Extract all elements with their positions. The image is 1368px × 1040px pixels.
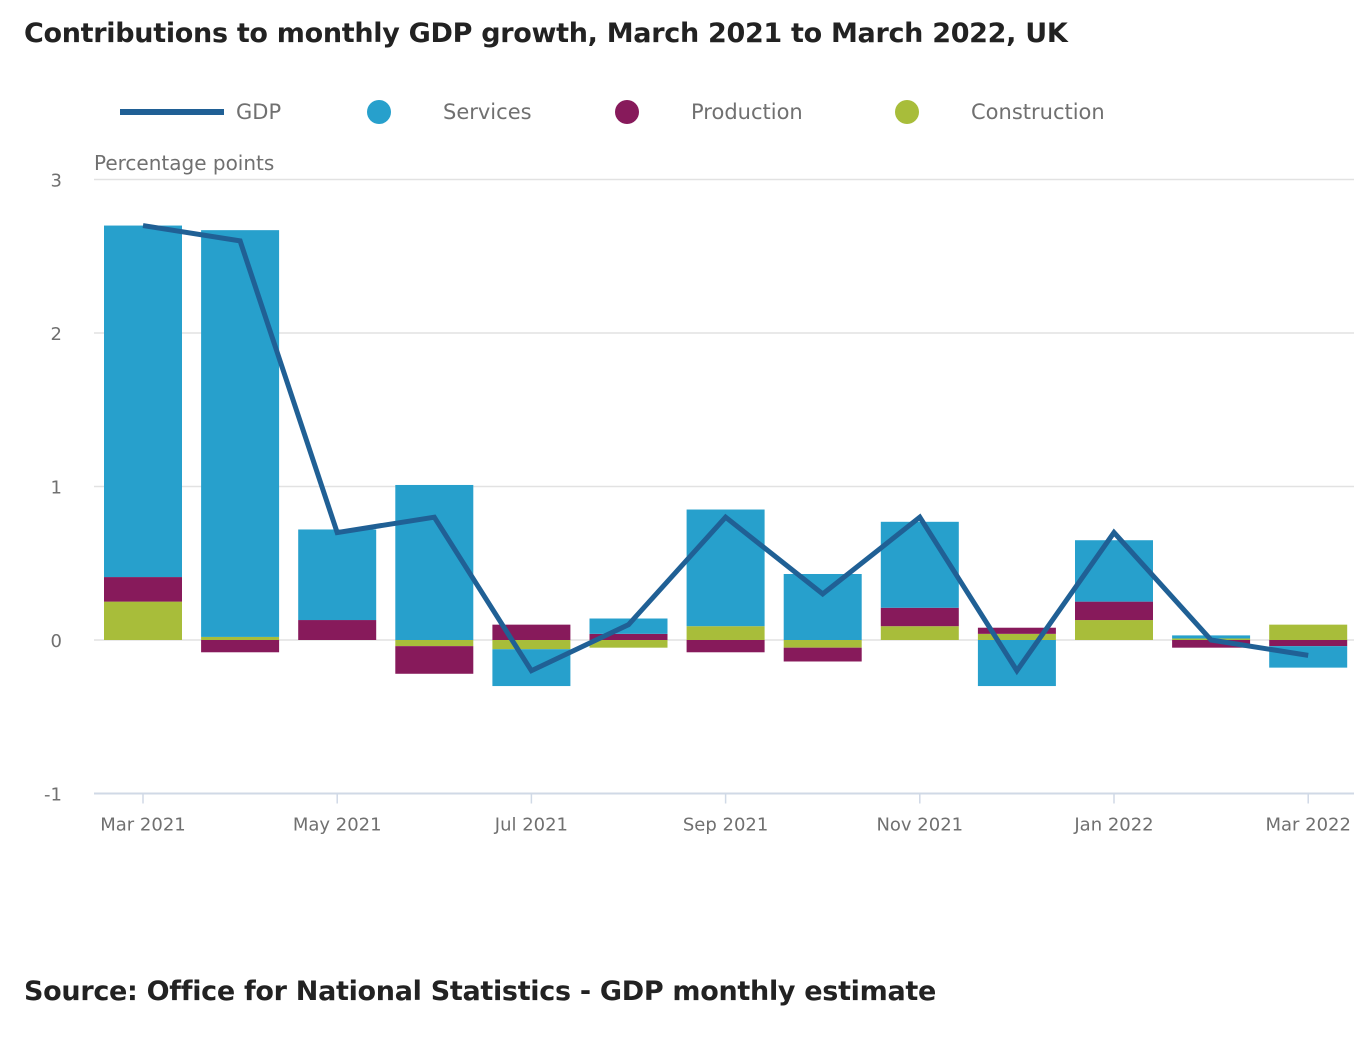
legend-item-production[interactable]: Production bbox=[615, 96, 803, 128]
legend-item-services[interactable]: Services bbox=[367, 96, 532, 128]
x-tick-label: Sep 2021 bbox=[683, 815, 768, 836]
legend-label: GDP bbox=[236, 100, 282, 124]
bar-construction bbox=[492, 640, 571, 650]
legend-item-gdp[interactable]: GDP bbox=[120, 96, 281, 128]
legend-label: Construction bbox=[971, 100, 1105, 124]
axes: -1 0 1 2 3 Percentage points Mar 2021 May 2021 J… bbox=[44, 151, 1351, 836]
y-tick-label: 1 bbox=[51, 478, 62, 499]
y-axis-title: Percentage points bbox=[94, 151, 274, 175]
x-tick-label: May 2021 bbox=[293, 815, 382, 836]
x-tick-label: Jan 2022 bbox=[1073, 815, 1153, 836]
x-tick-label: Mar 2021 bbox=[100, 815, 186, 836]
x-tick-label: Mar 2022 bbox=[1265, 815, 1351, 836]
x-tick-label: Nov 2021 bbox=[876, 815, 963, 836]
bar-production bbox=[201, 640, 280, 653]
bar-construction bbox=[395, 640, 474, 647]
bar-construction bbox=[686, 626, 765, 640]
legend-label: Production bbox=[691, 100, 803, 124]
bar-production bbox=[1269, 640, 1348, 647]
bar-construction bbox=[1269, 624, 1348, 640]
bar-production bbox=[589, 633, 668, 640]
bar-construction bbox=[977, 633, 1056, 640]
bar-construction bbox=[589, 640, 668, 648]
legend-item-construction[interactable]: Construction bbox=[895, 96, 1105, 128]
bar-production bbox=[783, 647, 862, 662]
bar-construction bbox=[104, 601, 182, 640]
bars bbox=[104, 225, 1348, 687]
legend-dot-icon bbox=[895, 100, 919, 124]
legend-line-icon bbox=[120, 109, 224, 115]
bar-services bbox=[783, 573, 862, 640]
gdp-line-layer bbox=[142, 223, 1309, 676]
bar-services bbox=[686, 509, 765, 627]
bar-construction bbox=[201, 636, 280, 640]
chart-legend: GDP Services Production Construction bbox=[0, 96, 1368, 128]
y-tick-label: 2 bbox=[51, 324, 62, 345]
bar-production bbox=[104, 577, 182, 602]
chart-title: Contributions to monthly GDP growth, Mar… bbox=[24, 18, 1068, 49]
legend-label: Services bbox=[443, 100, 532, 124]
y-tick-label: -1 bbox=[44, 785, 62, 806]
bar-construction bbox=[783, 640, 862, 648]
bar-production bbox=[880, 607, 959, 627]
bar-services bbox=[298, 529, 377, 621]
bar-services bbox=[201, 230, 280, 637]
bar-production bbox=[1075, 601, 1153, 621]
bar-production bbox=[298, 620, 377, 640]
bar-production bbox=[1172, 640, 1251, 648]
bar-construction bbox=[880, 626, 959, 640]
bar-production bbox=[395, 646, 474, 674]
source-note: Source: Office for National Statistics -… bbox=[24, 976, 937, 1007]
bar-production bbox=[686, 640, 765, 653]
bar-production bbox=[977, 627, 1056, 634]
bar-services bbox=[977, 640, 1056, 687]
y-tick-label: 3 bbox=[51, 171, 62, 192]
chart-plot: -1 0 1 2 3 Percentage points Mar 2021 May 2021 J… bbox=[44, 151, 1354, 836]
legend-dot-icon bbox=[367, 100, 391, 124]
bar-construction bbox=[1075, 620, 1153, 640]
bar-services bbox=[104, 225, 182, 578]
gridlines bbox=[94, 178, 1354, 795]
legend-dot-icon bbox=[615, 100, 639, 124]
x-tick-label: Jul 2021 bbox=[494, 815, 568, 836]
y-tick-label: 0 bbox=[51, 631, 62, 652]
